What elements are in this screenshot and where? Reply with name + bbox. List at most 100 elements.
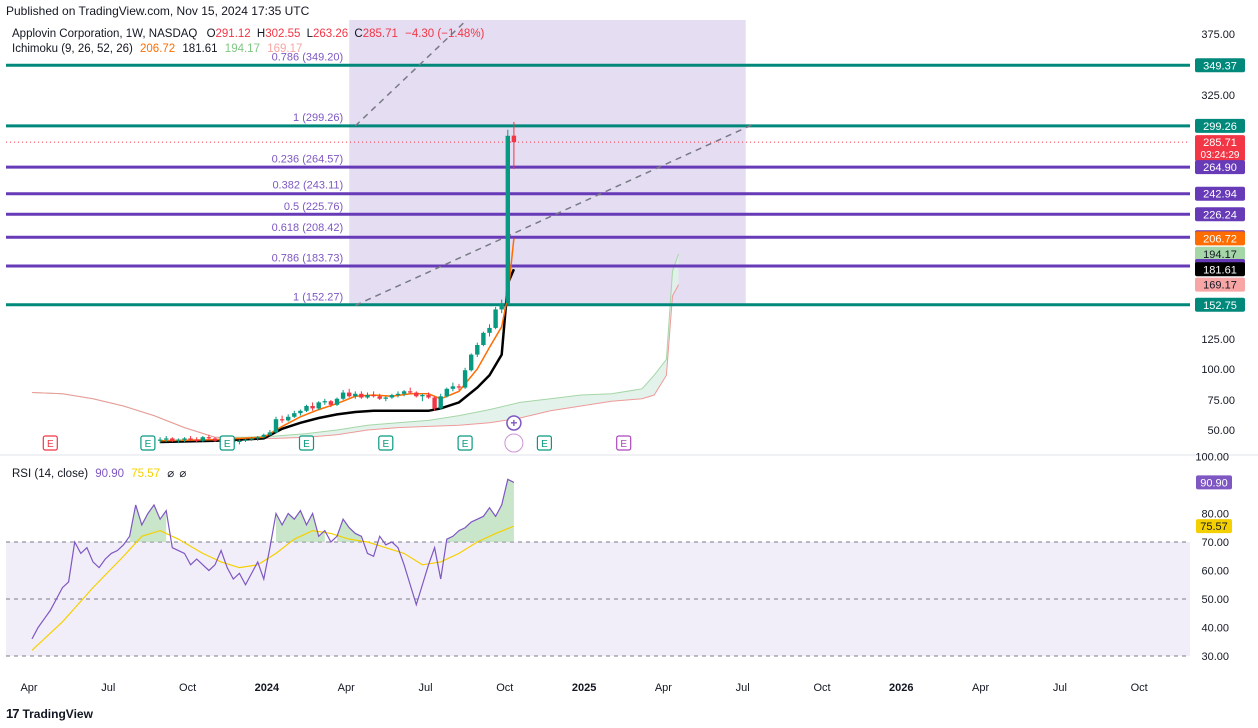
candle-body: [432, 397, 437, 409]
ichimoku-tenkan-value: 206.72: [140, 43, 176, 55]
earnings-marker-box: [298, 435, 315, 451]
price-axis-label-bg: [1195, 207, 1245, 222]
candle-body: [200, 437, 205, 441]
rsi-overbought-fill: [337, 519, 362, 542]
candle-body: [371, 395, 376, 397]
rsi-overbought-fill: [129, 504, 167, 542]
price-axis-tick: 50.00: [1207, 425, 1235, 437]
fib-level-label: 1 (299.26): [293, 112, 343, 124]
fib-zone: [349, 20, 746, 306]
time-axis-tick: Apr: [338, 682, 355, 694]
candle-body: [438, 396, 443, 409]
candle-body: [164, 438, 169, 440]
price-axis-label-bg: [1195, 297, 1245, 312]
candle-body: [316, 402, 321, 409]
rsi-overbought-fill: [446, 479, 514, 542]
rsi-ma-badge: [1196, 519, 1232, 534]
close-value: 285.71: [362, 28, 398, 40]
open-value: 291.12: [215, 28, 251, 40]
time-axis-tick: Jul: [101, 682, 115, 694]
earnings-marker-box: [42, 435, 58, 451]
rsi-legend[interactable]: RSI (14, close) 90.90 75.57 ⌀ ⌀: [12, 466, 186, 480]
rsi-axis-tick: 30.00: [1201, 651, 1229, 663]
price-axis-label-bg: [1195, 135, 1245, 162]
candle-body: [505, 135, 510, 304]
earnings-marker: E: [457, 435, 473, 451]
price-axis-label-text: 226.24: [1203, 209, 1237, 221]
event-marker-circle: [506, 415, 522, 431]
candle-body: [395, 393, 401, 396]
price-axis-tick: 100.00: [1201, 364, 1235, 376]
price-axis-tick: 375.00: [1201, 29, 1235, 41]
ichimoku-span-a-value: 194.17: [224, 43, 260, 55]
price-axis-label: 264.90: [1195, 160, 1245, 175]
candle-body: [469, 354, 474, 371]
trendline: [354, 124, 753, 307]
ichimoku-legend[interactable]: Ichimoku (9, 26, 52, 26) 206.72 181.61 1…: [12, 43, 302, 55]
price-axis-label: 169.17: [1195, 277, 1245, 292]
rsi-value-badge: [1196, 475, 1232, 490]
candle-body: [456, 386, 462, 388]
candle-body: [444, 388, 449, 397]
price-axis-label: 375.00: [1201, 29, 1235, 41]
fib-level-label: 0.5 (225.76): [284, 201, 343, 213]
fib-level-label: 0.786 (183.73): [272, 253, 344, 265]
price-axis-tick: 325.00: [1201, 90, 1235, 102]
candle-body: [347, 392, 352, 397]
price-axis-label-text: 242.94: [1203, 189, 1237, 201]
price-axis-label-bg: [1195, 160, 1245, 175]
candle-body: [194, 439, 199, 441]
candle-body: [243, 439, 248, 441]
kijun-line: [160, 268, 516, 444]
candle-body: [377, 396, 382, 399]
change-value: −4.30 (−1.48%): [405, 28, 485, 40]
candle-body: [481, 332, 486, 345]
price-axis-label: 194.17: [1195, 246, 1245, 261]
time-axis-tick: Jul: [736, 682, 750, 694]
earnings-marker: E: [42, 435, 58, 451]
candle-body: [511, 135, 517, 143]
rsi-ma-value: 75.57: [131, 468, 161, 480]
earnings-marker: E: [219, 435, 235, 451]
time-axis-tick: Apr: [20, 682, 37, 694]
price-axis-label-bg: [1195, 186, 1245, 201]
earnings-marker-label: E: [47, 439, 54, 450]
earnings-marker-box: [219, 435, 235, 451]
price-pane: 1 (299.26) 0.236 (264.57) 0.382 (243.11) 0.…: [6, 20, 1190, 445]
trendline: [354, 20, 468, 127]
event-halo: [504, 433, 524, 453]
rsi-axis-tick: 50.00: [1201, 594, 1229, 606]
tradingview-footer[interactable]: 17 TradingView: [6, 706, 93, 721]
candle-body: [304, 406, 309, 411]
candle-body: [328, 401, 334, 405]
price-axis-label: 100.00: [1201, 364, 1235, 376]
time-axis-tick: 2024: [255, 682, 280, 694]
candle-body: [267, 432, 273, 435]
earnings-marker-label: E: [303, 439, 310, 450]
time-axis-tick: Jul: [418, 682, 432, 694]
earnings-marker-label: E: [145, 439, 152, 450]
high-label: H: [256, 28, 266, 40]
high-value: 302.55: [265, 28, 301, 40]
candle-body: [450, 386, 456, 389]
eye-off-icon[interactable]: ⌀: [179, 468, 187, 480]
candle-body: [279, 419, 285, 421]
rsi-axis-tick: 100.00: [1195, 452, 1229, 464]
rsi-value: 90.90: [95, 468, 125, 480]
eye-off-icon[interactable]: ⌀: [167, 468, 175, 480]
price-axis-label: 226.24: [1195, 207, 1245, 222]
price-legend[interactable]: Applovin Corporation, 1W, NASDAQ O291.12…: [12, 28, 484, 40]
earnings-marker-label: E: [462, 439, 469, 450]
price-axis-label: 299.26: [1195, 118, 1245, 133]
earnings-marker: E: [536, 435, 553, 451]
candle-body: [322, 401, 327, 403]
candle-body: [401, 391, 407, 394]
price-axis-label-text: 285.71: [1203, 137, 1237, 149]
price-axis-countdown: 03:24:29: [1201, 150, 1240, 161]
time-axis-tick: Oct: [496, 682, 513, 694]
price-axis-label: 181.61: [1195, 262, 1245, 277]
rsi-value-badge-text: 90.90: [1200, 477, 1228, 489]
rsi-label: RSI (14, close): [12, 468, 89, 480]
